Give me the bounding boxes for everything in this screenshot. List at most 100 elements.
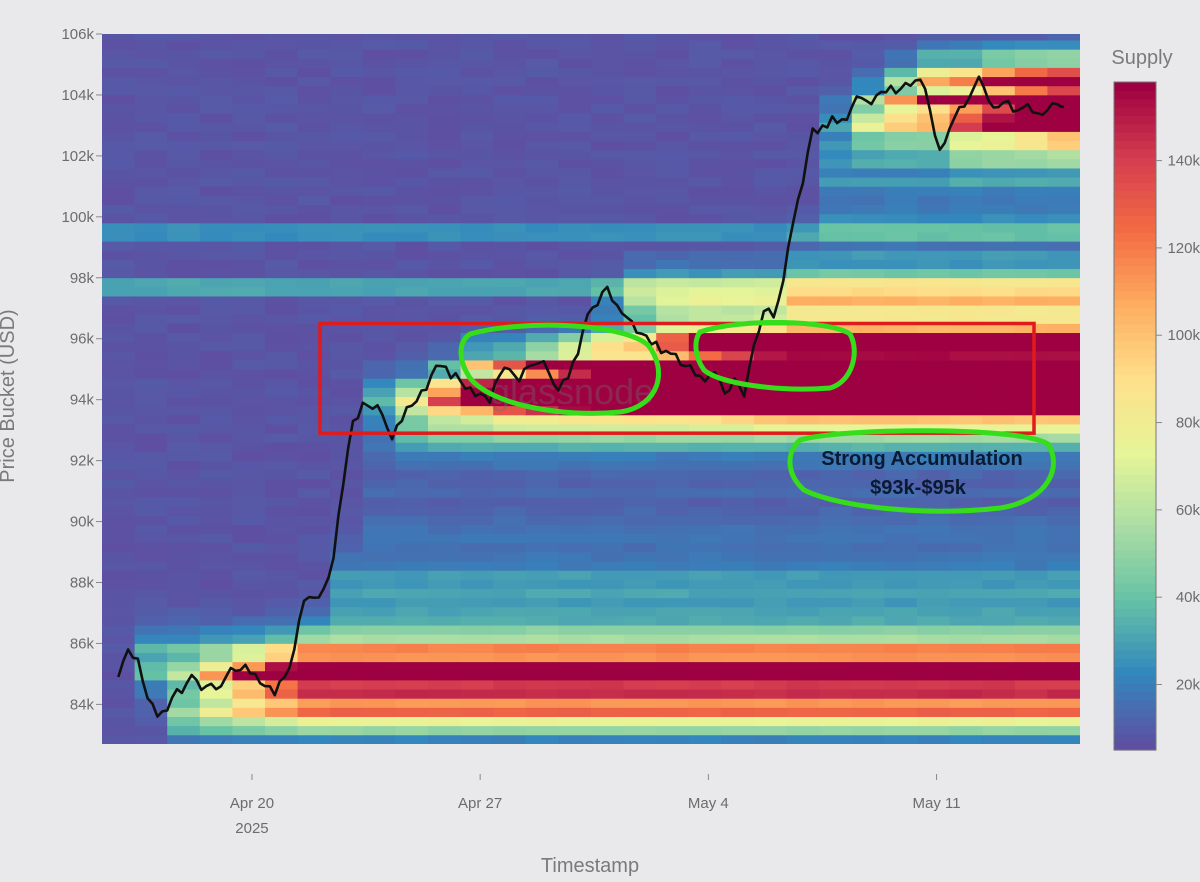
heatmap-cell	[721, 305, 755, 315]
heatmap-cell	[591, 506, 625, 516]
heatmap-cell	[591, 85, 625, 96]
highlight-ellipse-apr	[458, 322, 662, 416]
heatmap-cell	[982, 350, 1016, 361]
colorbar-segment	[1114, 374, 1156, 384]
heatmap-cell	[493, 286, 527, 297]
heatmap-cell	[721, 195, 755, 206]
heatmap-cell	[688, 497, 722, 507]
heatmap-cell	[493, 670, 527, 681]
heatmap-cell	[688, 241, 722, 251]
heatmap-cell	[362, 314, 396, 324]
heatmap-cell	[134, 305, 168, 315]
heatmap-cell	[623, 140, 657, 151]
heatmap-cell	[917, 314, 951, 324]
heatmap-cell	[330, 204, 364, 215]
heatmap-cell	[591, 104, 625, 114]
heatmap-cell	[330, 616, 364, 626]
heatmap-cell	[167, 131, 201, 142]
heatmap-cell	[232, 625, 266, 635]
heatmap-cell	[623, 478, 657, 489]
heatmap-cell	[362, 442, 396, 452]
heatmap-cell	[167, 405, 201, 416]
heatmap-cell	[623, 213, 657, 224]
heatmap-cell	[623, 442, 657, 452]
heatmap-cell	[884, 698, 918, 708]
heatmap-cell	[297, 305, 331, 315]
heatmap-cell	[884, 168, 918, 178]
heatmap-cell	[591, 387, 625, 398]
heatmap-cell	[656, 168, 690, 178]
heatmap-cell	[591, 625, 625, 635]
heatmap-cell	[460, 469, 494, 480]
heatmap-cell	[1014, 542, 1048, 553]
heatmap-cell	[688, 268, 722, 279]
heatmap-cell	[428, 305, 462, 315]
heatmap-cell	[167, 314, 201, 324]
heatmap-cell	[591, 643, 625, 653]
heatmap-cell	[1014, 40, 1048, 50]
heatmap-cell	[1047, 387, 1080, 398]
heatmap-cell	[232, 670, 266, 681]
heatmap-cell	[232, 680, 266, 690]
heatmap-cell	[591, 606, 625, 617]
heatmap-cell	[623, 414, 657, 425]
heatmap-cell	[558, 104, 592, 114]
heatmap-cell	[1047, 460, 1080, 471]
heatmap-cell	[297, 296, 331, 306]
heatmap-cell	[265, 396, 299, 407]
heatmap-cell	[884, 131, 918, 142]
heatmap-cell	[623, 488, 657, 498]
heatmap-cell	[656, 497, 690, 507]
heatmap-cell	[851, 350, 885, 361]
heatmap-cell	[623, 552, 657, 562]
heatmap-cell	[362, 268, 396, 279]
heatmap-cell	[395, 698, 429, 708]
heatmap-cell	[851, 634, 885, 644]
heatmap-cell	[851, 232, 885, 242]
heatmap-cell	[362, 49, 396, 59]
heatmap-cell	[721, 40, 755, 50]
heatmap-cell	[102, 58, 136, 68]
colorbar-segment	[1114, 98, 1156, 108]
heatmap-cell	[1047, 94, 1080, 105]
heatmap-cell	[362, 414, 396, 425]
heatmap-cell	[297, 643, 331, 653]
heatmap-cell	[265, 606, 299, 617]
heatmap-cell	[330, 360, 364, 370]
heatmap-cell	[591, 533, 625, 544]
heatmap-cell	[623, 250, 657, 260]
colorbar-segment	[1114, 457, 1156, 467]
heatmap-cell	[265, 488, 299, 498]
heatmap-cell	[330, 652, 364, 663]
heatmap-cell	[232, 378, 266, 388]
heatmap-cell	[297, 268, 331, 279]
heatmap-cell	[688, 259, 722, 270]
heatmap-cell	[428, 451, 462, 462]
heatmap-cell	[688, 40, 722, 50]
heatmap-cell	[754, 552, 788, 562]
heatmap-cell	[460, 341, 494, 352]
heatmap-cell	[754, 625, 788, 635]
heatmap-cell	[232, 168, 266, 178]
heatmap-cell	[688, 296, 722, 306]
heatmap-cell	[525, 606, 559, 617]
heatmap-cell	[558, 67, 592, 78]
heatmap-cell	[884, 616, 918, 626]
heatmap-cell	[591, 277, 625, 288]
heatmap-cell	[851, 707, 885, 717]
heatmap-cell	[754, 323, 788, 334]
heatmap-cell	[102, 643, 136, 653]
heatmap-cell	[982, 268, 1016, 279]
heatmap-cell	[949, 177, 983, 187]
heatmap-cell	[493, 734, 527, 744]
heatmap-cell	[330, 387, 364, 398]
heatmap-cell	[330, 186, 364, 196]
heatmap-cell	[754, 424, 788, 434]
heatmap-cell	[917, 524, 951, 535]
heatmap-cell	[395, 533, 429, 544]
heatmap-cell	[786, 158, 820, 169]
heatmap-cell	[656, 634, 690, 644]
heatmap-cell	[656, 40, 690, 50]
heatmap-cell	[297, 506, 331, 516]
heatmap-cell	[330, 232, 364, 242]
